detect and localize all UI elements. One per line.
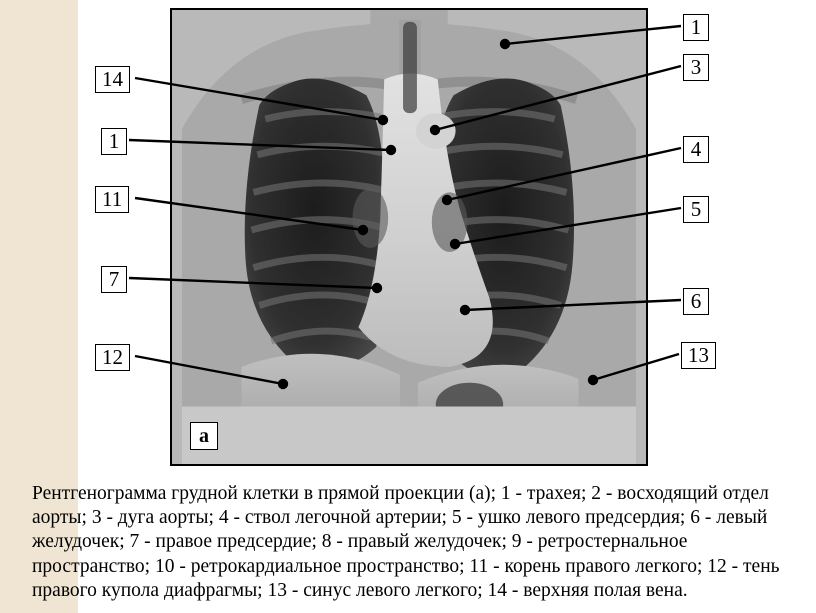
figure-area: а 134561314111712 (95, 0, 723, 478)
label-14-left: 14 (95, 66, 130, 93)
caption: Рентгенограмма грудной клетки в прямой п… (32, 482, 802, 603)
xray-illustration (172, 10, 646, 464)
label-13-right: 13 (681, 342, 716, 369)
label-12-left: 12 (95, 344, 130, 371)
label-5-right: 5 (683, 196, 709, 223)
panel-letter: а (190, 422, 218, 450)
label-11-left: 11 (95, 186, 129, 213)
label-4-right: 4 (683, 136, 709, 163)
label-6-right: 6 (683, 288, 709, 315)
xray-frame: а (170, 8, 648, 466)
label-1-left: 1 (101, 128, 127, 155)
label-7-left: 7 (101, 266, 127, 293)
label-3-right: 3 (683, 54, 709, 81)
label-1-right: 1 (683, 14, 709, 41)
